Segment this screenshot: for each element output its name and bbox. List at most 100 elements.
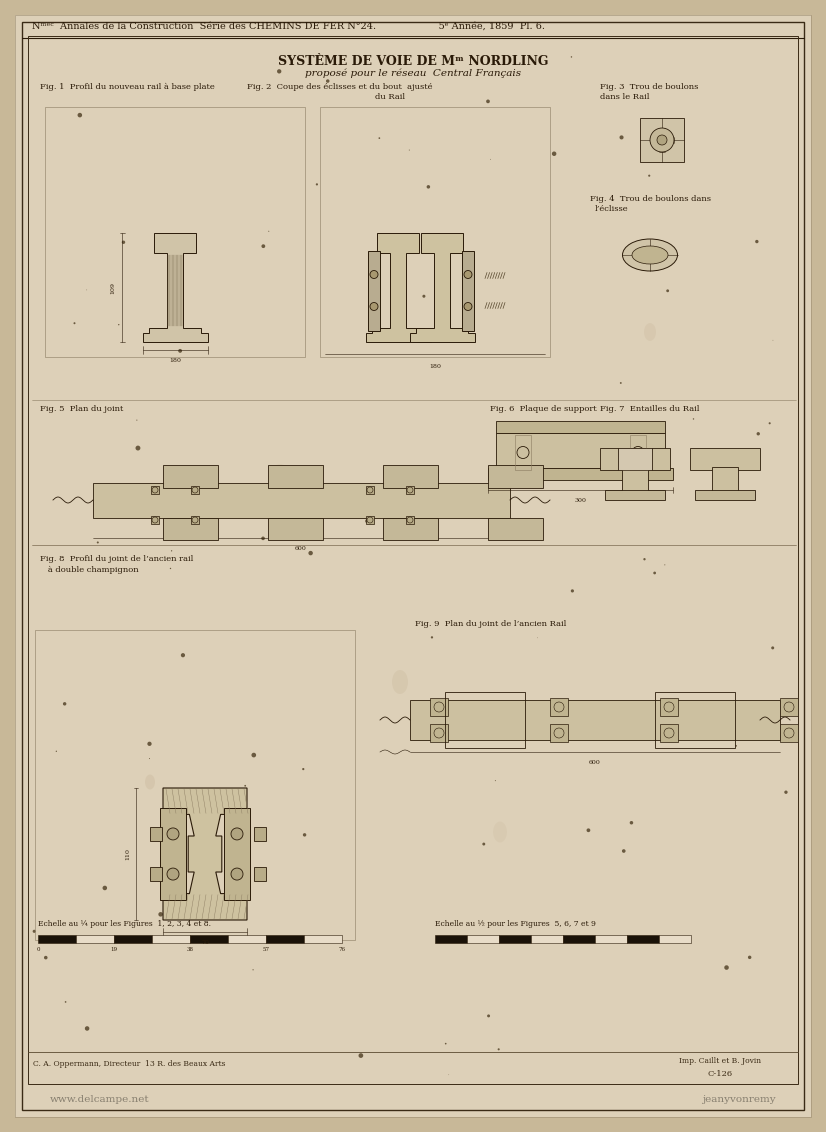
- Text: Fig. 7  Entailles du Rail: Fig. 7 Entailles du Rail: [600, 405, 700, 413]
- Bar: [228, 935, 266, 943]
- Bar: [488, 517, 543, 540]
- Circle shape: [308, 551, 313, 556]
- Text: C. A. Oppermann, Directeur  13 R. des Beaux Arts: C. A. Oppermann, Directeur 13 R. des Bea…: [33, 1060, 225, 1067]
- Bar: [114, 935, 152, 943]
- Text: 0: 0: [36, 947, 40, 952]
- Circle shape: [620, 383, 622, 384]
- Circle shape: [464, 302, 472, 310]
- Bar: [690, 448, 760, 470]
- Circle shape: [192, 497, 193, 499]
- Circle shape: [370, 302, 378, 310]
- Bar: [151, 516, 159, 524]
- Circle shape: [422, 294, 425, 298]
- Bar: [304, 935, 342, 943]
- Circle shape: [771, 646, 774, 650]
- Circle shape: [653, 572, 656, 574]
- Circle shape: [426, 185, 430, 189]
- Bar: [163, 465, 218, 488]
- Circle shape: [244, 784, 246, 787]
- Text: Nᵐᵉᶜ  Annales de la Construction  Série des CHEMINS DE FER N°24.                : Nᵐᵉᶜ Annales de la Construction Série de…: [32, 22, 545, 31]
- Circle shape: [262, 245, 265, 248]
- Bar: [224, 808, 250, 900]
- Text: Fig. 1  Profil du nouveau rail à base plate: Fig. 1 Profil du nouveau rail à base pla…: [40, 83, 215, 91]
- Bar: [45, 108, 305, 357]
- Circle shape: [159, 912, 163, 917]
- Bar: [190, 935, 228, 943]
- Text: Fig. 2  Coupe des éclisses et du bout  ajusté: Fig. 2 Coupe des éclisses et du bout aju…: [247, 83, 433, 91]
- Text: Imp. Caillt et B. Jovin: Imp. Caillt et B. Jovin: [679, 1057, 761, 1065]
- Circle shape: [251, 753, 256, 757]
- Text: SYSTÈME DE VOIE DE Mᵐ NORDLING: SYSTÈME DE VOIE DE Mᵐ NORDLING: [278, 55, 548, 68]
- Text: Fig. 8  Profil du joint de l’ancien rail: Fig. 8 Profil du joint de l’ancien rail: [40, 555, 193, 563]
- Text: 57: 57: [263, 947, 269, 952]
- Text: à double champignon: à double champignon: [40, 566, 139, 574]
- Polygon shape: [143, 233, 207, 342]
- Circle shape: [650, 128, 674, 152]
- Bar: [780, 698, 798, 717]
- Circle shape: [78, 113, 82, 118]
- Circle shape: [44, 955, 48, 960]
- Text: du Rail: du Rail: [375, 93, 405, 101]
- Circle shape: [63, 702, 66, 705]
- Circle shape: [755, 240, 758, 243]
- Bar: [630, 435, 646, 470]
- Circle shape: [85, 1027, 89, 1031]
- Circle shape: [552, 152, 557, 156]
- Circle shape: [769, 422, 771, 424]
- Text: 600: 600: [589, 760, 601, 765]
- Bar: [659, 935, 691, 943]
- Bar: [660, 724, 678, 741]
- Ellipse shape: [623, 239, 677, 271]
- Circle shape: [303, 833, 306, 837]
- Bar: [627, 935, 659, 943]
- Text: 76: 76: [339, 947, 345, 952]
- Circle shape: [648, 174, 650, 177]
- Bar: [76, 935, 114, 943]
- Circle shape: [33, 929, 36, 933]
- Ellipse shape: [632, 246, 668, 264]
- Circle shape: [253, 969, 254, 970]
- Bar: [712, 468, 738, 492]
- Polygon shape: [163, 788, 247, 920]
- Circle shape: [261, 537, 265, 540]
- Circle shape: [74, 323, 75, 324]
- Bar: [93, 482, 510, 517]
- Bar: [655, 692, 735, 748]
- Circle shape: [316, 183, 318, 186]
- Ellipse shape: [493, 822, 507, 842]
- Circle shape: [277, 69, 282, 74]
- Circle shape: [181, 831, 183, 834]
- Bar: [496, 421, 665, 434]
- Bar: [35, 631, 355, 940]
- Circle shape: [431, 636, 433, 638]
- Bar: [499, 935, 531, 943]
- Circle shape: [231, 868, 243, 880]
- Bar: [618, 448, 652, 470]
- Bar: [383, 517, 438, 540]
- Bar: [368, 250, 380, 331]
- Bar: [254, 826, 266, 841]
- Circle shape: [784, 790, 788, 794]
- Text: Echelle au ¼ pour les Figures  1, 2, 3, 4 et 8.: Echelle au ¼ pour les Figures 1, 2, 3, 4…: [38, 920, 211, 928]
- Bar: [430, 698, 448, 717]
- Bar: [151, 486, 159, 494]
- Circle shape: [724, 966, 729, 970]
- Circle shape: [748, 955, 752, 959]
- Bar: [150, 826, 162, 841]
- Bar: [435, 935, 467, 943]
- Bar: [496, 434, 665, 468]
- Text: 180: 180: [169, 358, 181, 363]
- Bar: [600, 448, 670, 470]
- Circle shape: [693, 418, 694, 420]
- Circle shape: [118, 324, 120, 325]
- Circle shape: [586, 829, 591, 832]
- Circle shape: [181, 653, 185, 658]
- Circle shape: [231, 827, 243, 840]
- Circle shape: [482, 842, 485, 846]
- Bar: [595, 935, 627, 943]
- Text: Echelle au ½ pour les Figures  5, 6, 7 et 9: Echelle au ½ pour les Figures 5, 6, 7 et…: [435, 920, 596, 928]
- Text: 110: 110: [126, 848, 131, 860]
- Bar: [152, 935, 190, 943]
- Bar: [605, 490, 665, 500]
- Circle shape: [571, 590, 574, 592]
